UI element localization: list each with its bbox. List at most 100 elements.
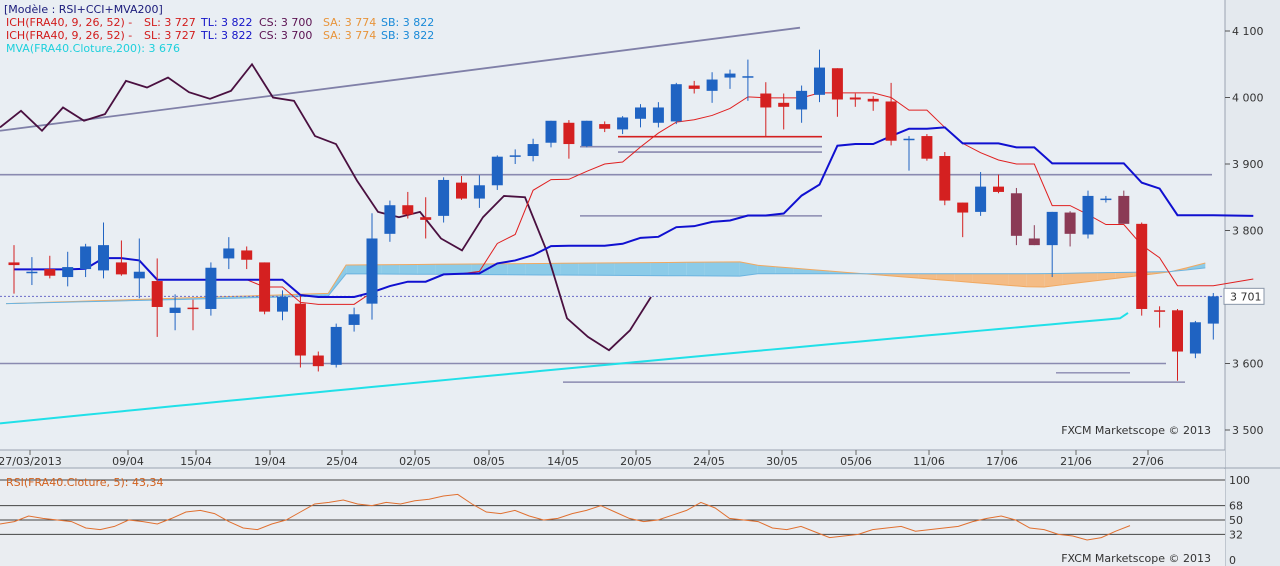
x-tick-label: 20/05: [620, 455, 652, 468]
candle-body: [98, 245, 109, 271]
candle: [903, 136, 915, 171]
candle: [688, 80, 700, 94]
candle-body: [885, 101, 897, 141]
candle: [44, 255, 56, 279]
price-marker-label: 3 701: [1230, 290, 1262, 303]
cloud-segment: [525, 263, 543, 275]
horizontal-levels: [0, 135, 1225, 383]
cloud-segment: [757, 265, 776, 274]
trend-line-segment: [0, 26, 801, 132]
candle-body: [1154, 310, 1166, 312]
cloud-segment: [650, 262, 669, 276]
candle: [1046, 211, 1058, 278]
candle: [527, 138, 539, 162]
candle-body: [8, 262, 20, 266]
y-tick-label: 3 800: [1232, 225, 1264, 238]
candle: [312, 351, 324, 372]
candle: [849, 93, 861, 107]
candle-body: [1082, 195, 1094, 235]
candle-body: [438, 179, 450, 216]
cloud-segment: [775, 266, 794, 274]
price-marker-box: [1223, 287, 1265, 305]
cloud-segment: [614, 262, 633, 276]
candle-body: [348, 314, 360, 325]
candle: [187, 299, 199, 331]
candle: [975, 171, 987, 216]
candle: [1028, 225, 1040, 246]
candle: [348, 307, 360, 332]
chikou-path: [0, 62, 652, 352]
candle: [1010, 187, 1022, 246]
rsi-tick-label: 0: [1229, 554, 1236, 566]
candle-body: [617, 117, 629, 130]
candle-body: [330, 326, 342, 365]
candle: [670, 82, 682, 125]
cloud-segment: [972, 273, 991, 284]
candle-body: [1189, 322, 1201, 354]
candle-body: [26, 271, 38, 274]
candle-body: [169, 307, 181, 313]
candle: [223, 237, 235, 270]
candle: [1172, 308, 1183, 381]
y-tick-label: 3 600: [1232, 358, 1264, 371]
cloud-segment: [632, 262, 651, 276]
candle-body: [402, 205, 414, 215]
candle-body: [115, 262, 127, 275]
cloud-segment: [435, 264, 454, 275]
rsi-legend: RSI(FRA40.Cloture, 5): 43,34: [6, 476, 163, 489]
candle: [778, 93, 790, 130]
cloud-segment: [346, 264, 364, 274]
candle-body: [241, 250, 253, 260]
candle-body: [939, 156, 951, 201]
cloud-segment: [936, 273, 955, 282]
candle-body: [778, 102, 790, 107]
x-tick-label: 15/04: [180, 455, 212, 468]
candle-body: [1207, 296, 1219, 324]
candle-body: [491, 156, 503, 186]
candle: [867, 96, 879, 111]
legend-ich1: ICH(FRA40, 9, 26, 52) - SL: 3 727 TL: 3 …: [6, 16, 434, 29]
rsi-line: [0, 493, 1131, 541]
cloud-segment: [1026, 273, 1045, 287]
x-tick-label: 08/05: [473, 455, 505, 468]
y-tick-label: 4 100: [1232, 25, 1264, 38]
candle-body: [957, 202, 969, 213]
x-tick-label: 27/06: [1132, 455, 1164, 468]
candle: [491, 155, 503, 190]
x-tick-label: 11/06: [913, 455, 945, 468]
rsi-tick-label: 32: [1229, 528, 1243, 541]
cloud-segment: [1080, 272, 1098, 283]
candle-body: [205, 267, 217, 309]
x-axis-bg: [0, 450, 1225, 468]
candle: [617, 116, 629, 135]
candle: [1154, 306, 1166, 328]
chikou-span-line: [0, 62, 652, 352]
candle-body: [975, 186, 987, 212]
candle-body: [1064, 212, 1076, 234]
candle-body: [903, 138, 915, 141]
candle-body: [1010, 193, 1022, 236]
cloud-segment: [399, 264, 418, 275]
candle: [384, 200, 396, 242]
cloud-segment: [668, 262, 687, 276]
candle-body: [599, 124, 611, 129]
candle-body: [223, 248, 235, 259]
candle-body: [366, 238, 378, 304]
candle: [635, 104, 646, 128]
candle: [277, 290, 288, 321]
candle-body: [796, 90, 808, 110]
candle: [563, 120, 575, 159]
cloud-segment: [739, 261, 758, 277]
candle: [831, 68, 843, 117]
kijun-path: [14, 126, 1254, 298]
candle: [742, 59, 754, 101]
candle-body: [1118, 195, 1130, 224]
x-tick-label: 27/03/2013: [0, 455, 62, 468]
candle-body: [670, 84, 682, 122]
candle: [241, 246, 253, 270]
candle: [438, 177, 450, 223]
candle-body: [1100, 198, 1112, 201]
cloud-segment: [596, 262, 615, 276]
